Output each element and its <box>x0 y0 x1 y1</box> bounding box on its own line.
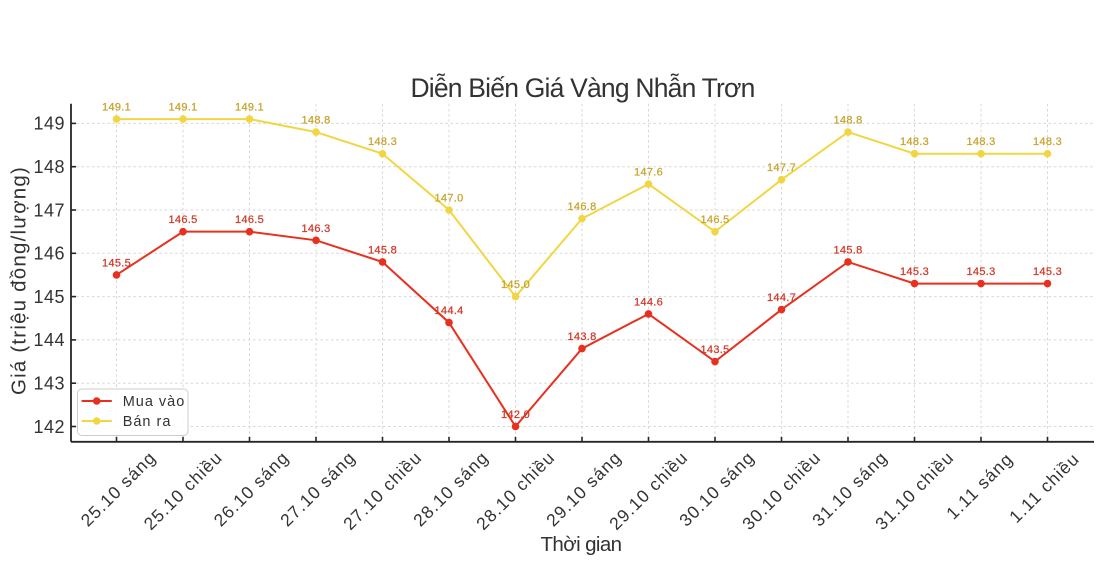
svg-text:149: 149 <box>33 114 65 134</box>
svg-text:147.0: 147.0 <box>434 193 463 205</box>
svg-text:147.6: 147.6 <box>634 167 663 179</box>
svg-text:143.5: 143.5 <box>700 344 729 356</box>
svg-text:146.5: 146.5 <box>700 214 729 226</box>
svg-text:148.3: 148.3 <box>966 136 995 148</box>
svg-text:145.3: 145.3 <box>1033 266 1062 278</box>
svg-text:148.3: 148.3 <box>900 136 929 148</box>
svg-text:148.8: 148.8 <box>301 115 330 127</box>
svg-text:149.1: 149.1 <box>102 102 131 114</box>
svg-text:148.3: 148.3 <box>1033 136 1062 148</box>
svg-text:146: 146 <box>33 244 65 264</box>
svg-text:143.8: 143.8 <box>567 331 596 343</box>
svg-text:148.3: 148.3 <box>368 136 397 148</box>
svg-text:146.3: 146.3 <box>301 223 330 235</box>
svg-text:145: 145 <box>33 287 65 307</box>
svg-text:149.1: 149.1 <box>235 102 264 114</box>
svg-text:145.8: 145.8 <box>368 244 397 256</box>
svg-text:Bán ra: Bán ra <box>123 414 172 430</box>
svg-text:144.6: 144.6 <box>634 296 663 308</box>
svg-text:145.0: 145.0 <box>501 279 530 291</box>
svg-text:144.7: 144.7 <box>767 292 796 304</box>
svg-text:146.5: 146.5 <box>168 214 197 226</box>
svg-text:Giá (triệu đồng/lượng): Giá (triệu đồng/lượng) <box>8 166 31 395</box>
svg-text:143: 143 <box>33 374 65 394</box>
svg-text:147.7: 147.7 <box>767 162 796 174</box>
svg-text:Thời gian: Thời gian <box>541 533 622 556</box>
svg-text:148: 148 <box>33 157 65 177</box>
svg-text:149.1: 149.1 <box>168 102 197 114</box>
svg-text:142: 142 <box>33 417 65 437</box>
svg-text:145.5: 145.5 <box>102 257 131 269</box>
svg-text:146.5: 146.5 <box>235 214 264 226</box>
svg-text:146.8: 146.8 <box>567 201 596 213</box>
svg-text:142.0: 142.0 <box>501 409 530 421</box>
svg-text:145.8: 145.8 <box>833 244 862 256</box>
svg-text:145.3: 145.3 <box>900 266 929 278</box>
svg-text:Diễn Biến Giá Vàng Nhẫn Trơn: Diễn Biến Giá Vàng Nhẫn Trơn <box>410 73 754 103</box>
svg-text:145.3: 145.3 <box>966 266 995 278</box>
svg-text:144.4: 144.4 <box>434 305 463 317</box>
svg-text:Mua vào: Mua vào <box>123 394 186 410</box>
svg-text:148.8: 148.8 <box>833 115 862 127</box>
svg-text:144: 144 <box>33 330 65 350</box>
svg-text:147: 147 <box>33 200 65 220</box>
